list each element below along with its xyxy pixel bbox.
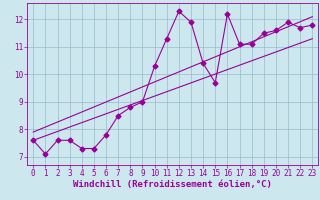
X-axis label: Windchill (Refroidissement éolien,°C): Windchill (Refroidissement éolien,°C) — [73, 180, 272, 189]
